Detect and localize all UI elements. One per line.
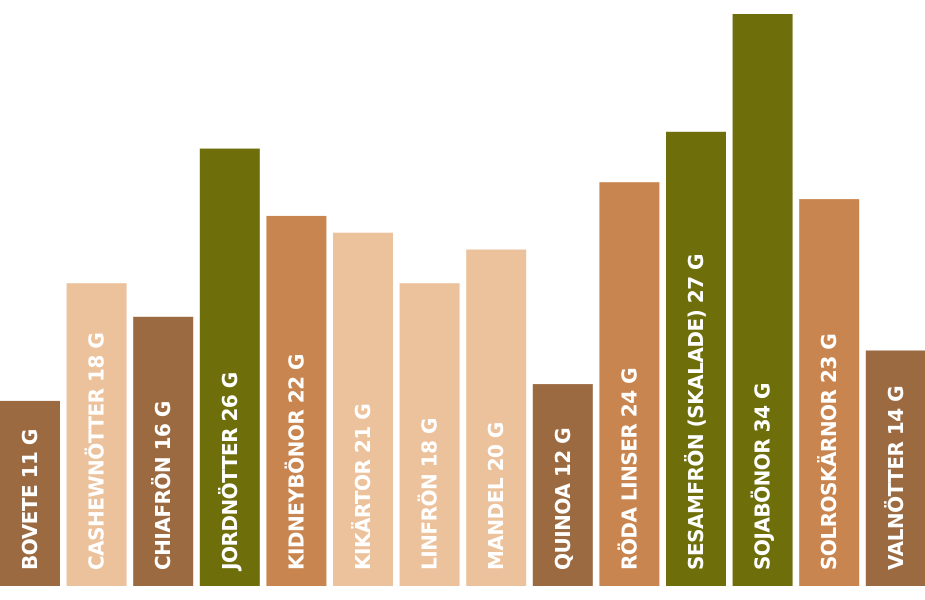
bar-label-11: SESAMFRÖN (SKALADE) 27 G xyxy=(684,254,708,570)
bar-6 xyxy=(333,232,393,586)
bar-3 xyxy=(133,316,194,586)
bar-5 xyxy=(266,215,327,586)
bar-label-14: VALNÖTTER 14 G xyxy=(884,386,908,570)
bar-11 xyxy=(666,131,726,587)
bar-14 xyxy=(865,350,925,586)
bar-2 xyxy=(66,283,127,586)
bar-label-12: SOJABÖNOR 34 G xyxy=(751,383,775,570)
bars-group xyxy=(0,14,925,587)
bar-9 xyxy=(532,384,593,586)
bar-10 xyxy=(599,182,660,586)
bar-label-2: CASHEWNÖTTER 18 G xyxy=(85,333,109,570)
bar-label-1: BOVETE 11 G xyxy=(18,429,42,570)
bar-7 xyxy=(399,283,460,586)
bar-12 xyxy=(732,14,793,586)
bar-label-7: LINFRÖN 18 G xyxy=(418,418,442,570)
bar-1 xyxy=(0,400,60,586)
bar-4 xyxy=(199,148,260,586)
labels-group: BOVETE 11 G CASHEWNÖTTER 18 G CHIAFRÖN 16 … xyxy=(18,254,908,572)
bar-label-4: JORDNÖTTER 26 G xyxy=(218,372,242,572)
bar-label-5: KIDNEYBÖNOR 22 G xyxy=(284,354,308,570)
bar-13 xyxy=(799,199,860,586)
bar-label-10: RÖDA LINSER 24 G xyxy=(617,368,641,570)
bar-label-6: KIKÄRTOR 21 G xyxy=(351,404,375,570)
bar-label-9: QUINOA 12 G xyxy=(551,428,575,570)
bar-8 xyxy=(466,249,527,586)
bar-label-13: SOLROSKÄRNOR 23 G xyxy=(817,334,841,570)
bar-label-8: MANDEL 20 G xyxy=(484,422,508,570)
bar-label-3: CHIAFRÖN 16 G xyxy=(151,401,175,570)
